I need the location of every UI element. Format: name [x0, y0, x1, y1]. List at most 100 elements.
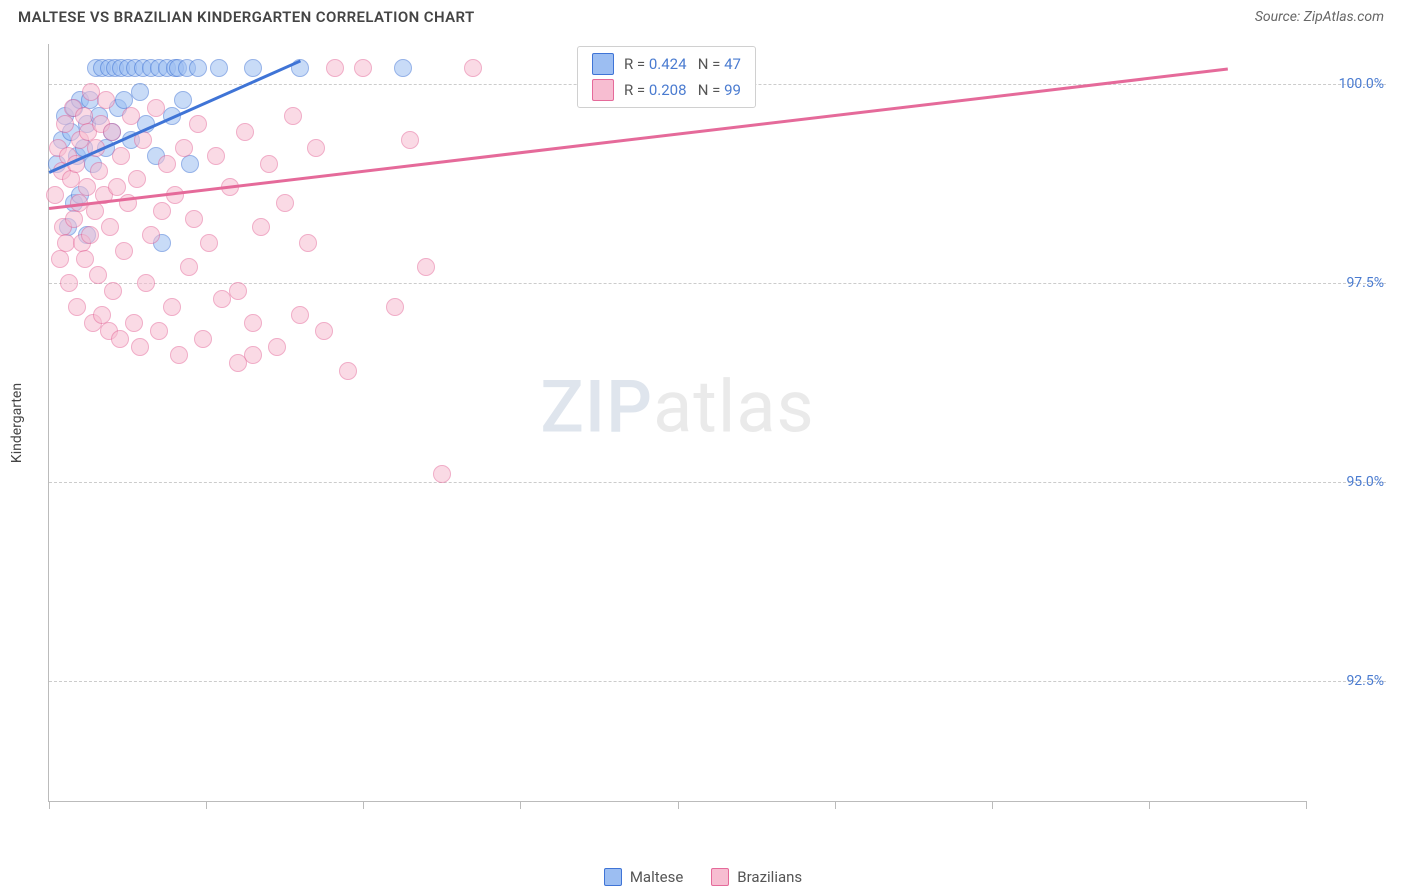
- y-tick-label: 100.0%: [1339, 76, 1384, 92]
- watermark-part2: atlas: [653, 365, 815, 450]
- data-point: [103, 123, 121, 141]
- gridline: [49, 681, 1386, 682]
- data-point: [307, 139, 325, 157]
- data-point: [89, 266, 107, 284]
- legend-swatch: [592, 79, 614, 101]
- data-point: [170, 346, 188, 364]
- stats-row: R = 0.208 N = 99: [592, 77, 741, 103]
- data-point: [97, 91, 115, 109]
- data-point: [65, 210, 83, 228]
- data-point: [122, 107, 140, 125]
- legend-item: Maltese: [604, 868, 683, 886]
- y-tick-label: 95.0%: [1346, 474, 1384, 490]
- data-point: [284, 107, 302, 125]
- data-point: [153, 202, 171, 220]
- y-axis-title: Kindergarten: [9, 382, 25, 462]
- data-point: [175, 139, 193, 157]
- data-point: [131, 83, 149, 101]
- data-point: [60, 274, 78, 292]
- data-point: [315, 322, 333, 340]
- x-tick: [206, 801, 207, 809]
- stats-text: R = 0.424 N = 47: [624, 55, 741, 73]
- source-attribution: Source: ZipAtlas.com: [1255, 9, 1384, 25]
- legend-swatch: [711, 868, 729, 886]
- x-tick: [520, 801, 521, 809]
- data-point: [189, 59, 207, 77]
- data-point: [229, 282, 247, 300]
- data-point: [244, 346, 262, 364]
- data-point: [137, 274, 155, 292]
- data-point: [260, 155, 278, 173]
- data-point: [180, 258, 198, 276]
- data-point: [166, 186, 184, 204]
- legend-item: Brazilians: [711, 868, 802, 886]
- data-point: [90, 162, 108, 180]
- data-point: [68, 298, 86, 316]
- data-point: [386, 298, 404, 316]
- data-point: [210, 59, 228, 77]
- data-point: [464, 59, 482, 77]
- x-tick: [835, 801, 836, 809]
- y-tick-label: 92.5%: [1346, 673, 1384, 689]
- data-point: [276, 194, 294, 212]
- data-point: [125, 314, 143, 332]
- data-point: [354, 59, 372, 77]
- data-point: [394, 59, 412, 77]
- legend-label: Brazilians: [737, 868, 802, 886]
- watermark: ZIPatlas: [540, 365, 814, 450]
- data-point: [108, 178, 126, 196]
- data-point: [244, 59, 262, 77]
- data-point: [433, 465, 451, 483]
- gridline: [49, 482, 1386, 483]
- data-point: [56, 115, 74, 133]
- data-point: [78, 178, 96, 196]
- x-tick: [1149, 801, 1150, 809]
- data-point: [111, 330, 129, 348]
- x-tick: [1306, 801, 1307, 809]
- data-point: [252, 218, 270, 236]
- chart-header: MALTESE VS BRAZILIAN KINDERGARTEN CORREL…: [0, 0, 1406, 32]
- data-point: [291, 306, 309, 324]
- y-tick-label: 97.5%: [1346, 275, 1384, 291]
- data-point: [128, 170, 146, 188]
- data-point: [207, 147, 225, 165]
- data-point: [163, 298, 181, 316]
- x-tick: [992, 801, 993, 809]
- data-point: [46, 186, 64, 204]
- data-point: [200, 234, 218, 252]
- data-point: [101, 218, 119, 236]
- legend-swatch: [604, 868, 622, 886]
- data-point: [185, 210, 203, 228]
- stats-legend: R = 0.424 N = 47 R = 0.208 N = 99: [577, 46, 756, 108]
- data-point: [236, 123, 254, 141]
- data-point: [76, 250, 94, 268]
- data-point: [142, 226, 160, 244]
- data-point: [268, 338, 286, 356]
- data-point: [299, 234, 317, 252]
- x-tick: [49, 801, 50, 809]
- scatter-plot: Kindergarten ZIPatlas 92.5%95.0%97.5%100…: [48, 44, 1306, 802]
- watermark-part1: ZIP: [540, 365, 653, 450]
- data-point: [181, 155, 199, 173]
- data-point: [174, 91, 192, 109]
- stats-row: R = 0.424 N = 47: [592, 51, 741, 77]
- data-point: [86, 202, 104, 220]
- data-point: [131, 338, 149, 356]
- plot-container: Kindergarten ZIPatlas 92.5%95.0%97.5%100…: [48, 44, 1386, 832]
- data-point: [339, 362, 357, 380]
- data-point: [189, 115, 207, 133]
- legend-label: Maltese: [630, 868, 683, 886]
- x-tick: [363, 801, 364, 809]
- data-point: [51, 250, 69, 268]
- data-point: [112, 147, 130, 165]
- data-point: [150, 322, 168, 340]
- data-point: [244, 314, 262, 332]
- data-point: [158, 155, 176, 173]
- data-point: [115, 242, 133, 260]
- data-point: [417, 258, 435, 276]
- data-point: [81, 226, 99, 244]
- legend-swatch: [592, 53, 614, 75]
- legend-bottom: Maltese Brazilians: [0, 868, 1406, 886]
- chart-title: MALTESE VS BRAZILIAN KINDERGARTEN CORREL…: [18, 8, 475, 26]
- data-point: [326, 59, 344, 77]
